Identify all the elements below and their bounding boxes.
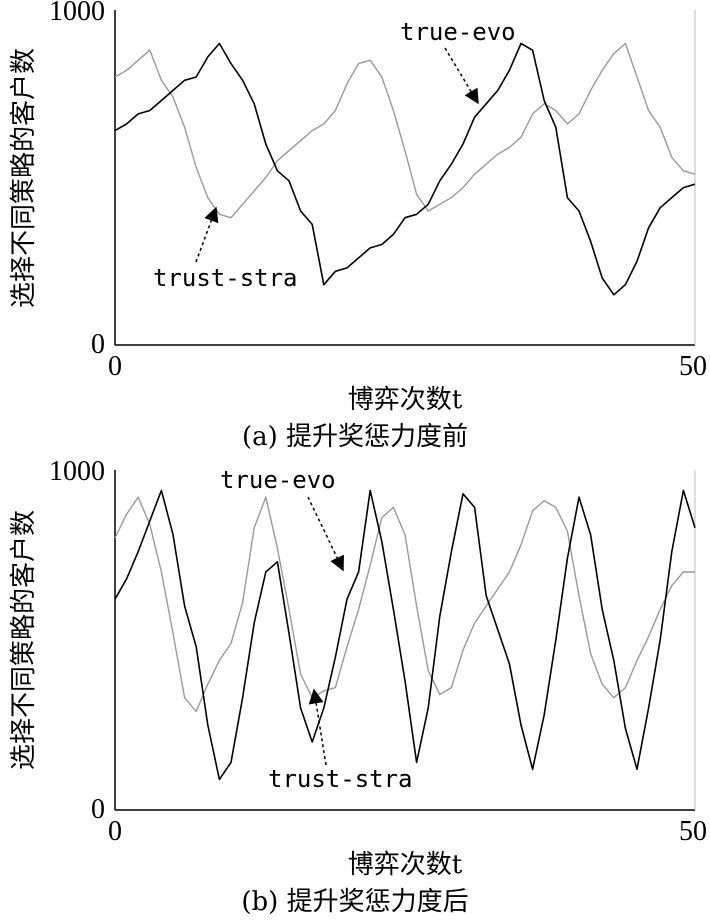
chart-b-series-trust-stra xyxy=(114,496,695,713)
chart-b-annotation-trust-stra-arrow xyxy=(308,688,327,766)
chart-a-series-trust-stra xyxy=(114,42,696,219)
chart-a-ylabel: 选择不同策略的客户数 xyxy=(9,48,39,308)
chart-b-ytick-bottom: 0 xyxy=(91,794,105,825)
chart-a-annotation-trust-stra: trust-stra xyxy=(153,264,298,292)
chart-b: 1000 0 0 50 选择不同策略的客户数 博弈次数t (b) 提升奖惩力度后… xyxy=(9,456,707,917)
chart-a-ytick-top: 1000 xyxy=(49,0,105,27)
chart-b-series-true-evo xyxy=(114,489,696,781)
chart-a-annotation-trust-stra-arrow xyxy=(195,206,219,263)
chart-a-xlabel: 博弈次数t xyxy=(348,385,463,415)
chart-b-annotation-trust-stra: trust-stra xyxy=(268,765,413,793)
chart-b-xtick-right: 50 xyxy=(679,816,707,847)
chart-a-ytick-bottom: 0 xyxy=(91,329,105,360)
chart-a-caption: (a) 提升奖惩力度前 xyxy=(242,422,468,452)
chart-a-xtick-left: 0 xyxy=(108,351,122,382)
chart-a-annotation-true-evo: true-evo xyxy=(400,18,516,46)
chart-a-series-layer xyxy=(114,42,696,296)
chart-b-ytick-top: 1000 xyxy=(49,456,105,487)
chart-a-series-true-evo xyxy=(114,42,696,296)
chart-a: 1000 0 0 50 选择不同策略的客户数 博弈次数t (a) 提升奖惩力度前… xyxy=(9,0,707,452)
chart-b-annotation-true-evo: true-evo xyxy=(220,466,336,494)
chart-b-xtick-left: 0 xyxy=(108,816,122,847)
chart-b-annotation-true-evo-arrow xyxy=(307,496,344,572)
chart-b-ylabel: 选择不同策略的客户数 xyxy=(9,510,39,770)
chart-a-xtick-right: 50 xyxy=(679,351,707,382)
chart-a-annotation-true-evo-arrow xyxy=(444,47,479,105)
chart-b-series-layer xyxy=(114,489,696,781)
chart-b-caption: (b) 提升奖惩力度后 xyxy=(241,887,468,917)
chart-b-xlabel: 博弈次数t xyxy=(348,850,463,880)
